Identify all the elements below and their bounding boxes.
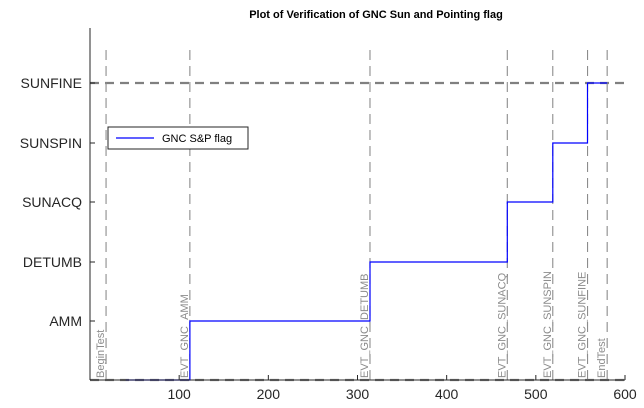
event-label: EVT_GNC_SUNSPIN — [542, 271, 554, 378]
legend-box — [107, 126, 249, 150]
event-lines-layer: BeginTest EVT_GNC_AMM EVT_GNC_DETUMB EVT_GN… — [95, 50, 608, 380]
legend: GNC S&P flag — [107, 126, 249, 150]
x-tick-label: 300 — [346, 386, 370, 402]
legend-label: GNC S&P flag — [162, 133, 232, 145]
axes-layer: 100 200 300 400 500 600 AMM DETUMB SUNACQ SUNSPIN… — [20, 28, 637, 402]
event-label: EVT_GNC_AMM — [179, 294, 191, 378]
y-tick-label: AMM — [49, 313, 82, 329]
series-layer — [125, 82, 608, 381]
x-tick-label: 500 — [524, 386, 548, 402]
event-label: BeginTest — [95, 330, 107, 378]
y-tick-label: SUNACQ — [22, 194, 82, 210]
y-tick-label: SUNFINE — [21, 75, 82, 91]
event-label: EndTest — [596, 338, 608, 378]
event-label: EVT_GNC_DETUMB — [359, 273, 371, 378]
chart-title: Plot of Verification of GNC Sun and Poin… — [249, 9, 503, 21]
y-tick-label: DETUMB — [23, 254, 82, 270]
event-label: EVT_GNC_SUNACQ — [496, 272, 508, 378]
y-tick-label: SUNSPIN — [20, 135, 82, 151]
series-line — [125, 82, 608, 381]
x-tick-label: 200 — [257, 386, 281, 402]
x-tick-label: 600 — [613, 386, 637, 402]
x-tick-label: 100 — [167, 386, 191, 402]
x-tick-label: 400 — [435, 386, 459, 402]
event-label: EVT_GNC_SUNFINE — [577, 272, 589, 378]
